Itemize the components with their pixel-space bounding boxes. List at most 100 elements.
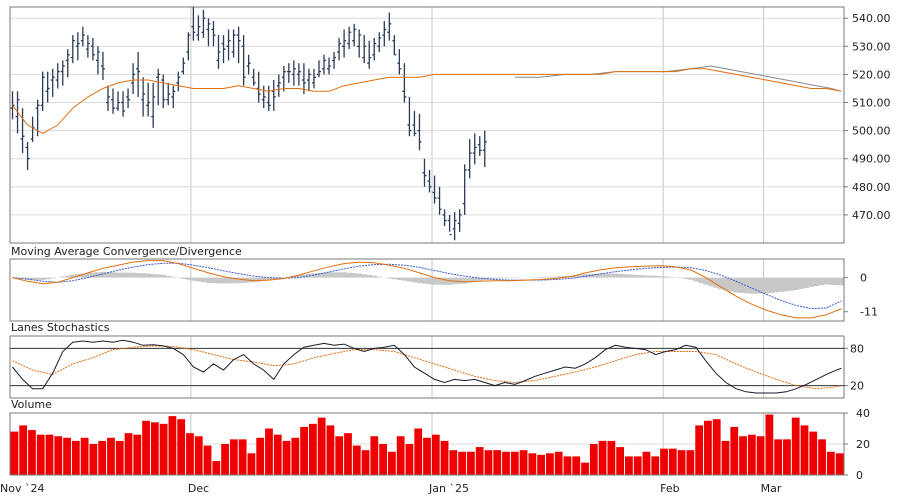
- price-bar: [166, 82, 171, 106]
- price-bar: [316, 60, 321, 78]
- macd-histogram-bar: [40, 277, 46, 281]
- volume-bar: [142, 420, 150, 475]
- volume-bar: [791, 417, 800, 475]
- price-bar: [75, 32, 80, 61]
- macd-histogram-bar: [376, 276, 383, 278]
- volume-bar: [326, 425, 335, 475]
- price-bar: [191, 7, 196, 41]
- price-bar: [206, 18, 211, 47]
- macd-histogram-bar: [210, 277, 217, 284]
- volume-bar: [747, 434, 756, 475]
- price-tick-label: 510.00: [852, 97, 891, 110]
- price-bar: [251, 68, 256, 86]
- macd-histogram-bar: [301, 274, 307, 278]
- volume-bar: [502, 451, 510, 475]
- volume-bar: [212, 461, 221, 475]
- macd-histogram-bar: [617, 273, 624, 278]
- macd-histogram-bar: [401, 277, 408, 281]
- price-bar: [412, 110, 417, 137]
- macd-histogram-bar: [195, 277, 202, 282]
- macd-histogram-bar: [406, 277, 413, 282]
- macd-histogram-bar: [798, 277, 805, 289]
- macd-histogram-bar: [60, 276, 66, 278]
- volume-bar: [308, 423, 317, 475]
- volume-bar: [467, 451, 475, 475]
- price-bar: [427, 169, 432, 193]
- volume-bar: [361, 450, 370, 475]
- volume-bar: [300, 426, 308, 475]
- price-panel-frame: [9, 6, 845, 244]
- macd-histogram-bar: [643, 275, 649, 278]
- macd-histogram-bar: [85, 272, 91, 278]
- price-bar: [141, 77, 146, 117]
- volume-bar: [554, 451, 563, 475]
- price-bar: [387, 12, 392, 41]
- macd-histogram-bar: [356, 273, 362, 278]
- macd-histogram-bar: [205, 277, 212, 283]
- price-bar: [477, 136, 482, 156]
- macd-histogram-bar: [336, 272, 342, 278]
- volume-bar: [484, 450, 493, 475]
- macd-histogram-bar: [743, 277, 749, 294]
- macd-histogram-bar: [411, 277, 418, 283]
- macd-histogram-bar: [241, 277, 247, 283]
- volume-bar: [581, 462, 589, 475]
- macd-histogram-bar: [125, 272, 131, 278]
- volume-bar: [80, 437, 89, 475]
- price-axis-ticks: 540.00 530.00 520.00 510.00 500.00 490.00 480.…: [844, 12, 891, 222]
- volume-bar: [150, 422, 159, 475]
- price-bar: [90, 37, 95, 61]
- volume-bar: [133, 434, 142, 475]
- price-bar: [146, 82, 151, 117]
- macd-histogram-bar: [703, 277, 709, 285]
- macd-histogram-bar: [813, 277, 820, 287]
- macd-histogram-bar: [30, 277, 36, 280]
- macd-histogram-bar: [311, 273, 317, 278]
- macd-histogram-bar: [215, 277, 222, 284]
- volume-bar: [695, 425, 704, 475]
- volume-bar: [107, 437, 115, 475]
- macd-histogram-bar: [738, 277, 744, 293]
- macd-histogram-bar: [190, 277, 197, 281]
- volume-bar: [660, 448, 668, 475]
- volume-bar: [89, 444, 98, 475]
- macd-histogram-bar: [180, 277, 187, 279]
- price-bar: [171, 85, 176, 109]
- macd-histogram-bar: [110, 272, 116, 278]
- volume-bar: [774, 439, 783, 475]
- price-bar: [100, 51, 105, 81]
- volume-bar: [835, 453, 844, 475]
- macd-histogram-bar: [838, 277, 845, 286]
- price-bar: [70, 35, 75, 64]
- volume-bar: [115, 440, 124, 475]
- volume-bar: [528, 453, 537, 475]
- volume-bar: [721, 440, 730, 475]
- price-bar: [327, 57, 332, 75]
- price-bar: [80, 26, 85, 47]
- macd-histogram-bar: [296, 275, 302, 278]
- macd-histogram-bar: [602, 273, 609, 278]
- macd-histogram-bar: [728, 277, 734, 292]
- x-axis-label: Mar: [761, 482, 782, 495]
- price-bar: [226, 29, 231, 61]
- macd-histogram-bar: [542, 276, 548, 278]
- volume-bar: [625, 456, 633, 475]
- volume-bar: [809, 431, 818, 475]
- macd-histogram-bar: [502, 277, 508, 279]
- volume-bar: [203, 445, 212, 475]
- price-bar: [186, 32, 191, 61]
- volume-bar: [765, 414, 774, 475]
- price-bar: [357, 29, 362, 58]
- macd-histogram-bar: [577, 274, 584, 278]
- price-bar: [241, 35, 246, 86]
- volume-bar: [800, 425, 809, 475]
- macd-histogram-bar: [45, 277, 51, 280]
- volume-bar: [642, 451, 651, 475]
- macd-histogram-bar: [507, 277, 513, 279]
- x-axis-label: Dec: [188, 482, 209, 495]
- volume-bar: [221, 444, 229, 475]
- macd-histogram-bar: [115, 272, 121, 278]
- price-bar: [110, 88, 115, 114]
- volume-bar: [572, 456, 581, 475]
